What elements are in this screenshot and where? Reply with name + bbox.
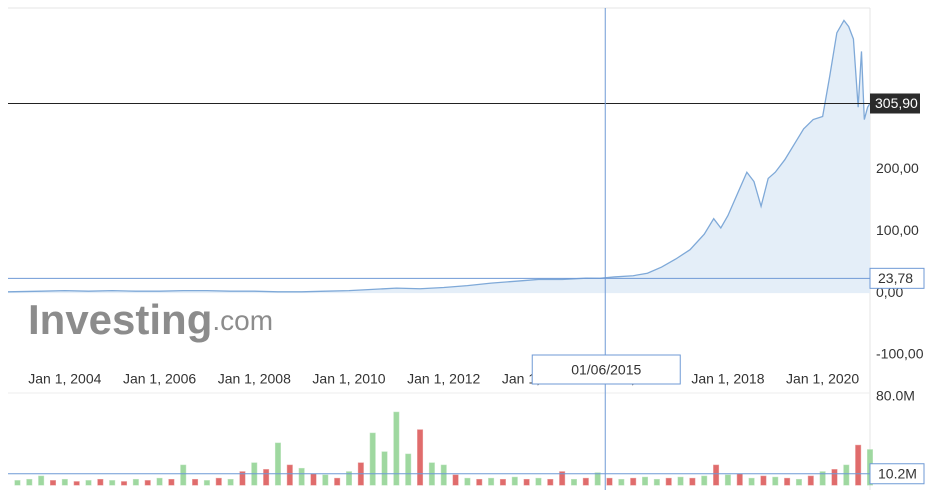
- volume-bar: [476, 478, 483, 486]
- volume-bar: [677, 476, 684, 486]
- volume-bar: [346, 471, 353, 486]
- last-price-label: 305,90: [875, 95, 918, 111]
- volume-bar: [570, 478, 577, 486]
- volume-bar: [535, 477, 542, 486]
- volume-bar: [156, 477, 163, 486]
- volume-bar: [203, 480, 210, 486]
- volume-bar: [38, 475, 45, 486]
- volume-bar: [855, 444, 862, 486]
- volume-tick-label: 80.0M: [876, 387, 915, 403]
- volume-bar: [772, 476, 779, 486]
- volume-bar: [26, 478, 33, 486]
- volume-bar: [452, 474, 459, 486]
- volume-bar: [109, 480, 116, 486]
- volume-bar: [724, 474, 731, 486]
- volume-bar: [642, 476, 649, 486]
- volume-bar: [85, 480, 92, 486]
- volume-level-box: [869, 463, 925, 485]
- volume-bar: [49, 480, 56, 486]
- crosshair-value-box: [869, 267, 925, 289]
- x-tick-label: Jan 1, 2008: [218, 371, 291, 387]
- volume-bar: [227, 478, 234, 486]
- volume-bar: [713, 464, 720, 486]
- x-tick-label: Jan 1, 2004: [28, 371, 101, 387]
- volume-bar: [689, 477, 696, 486]
- volume-bar: [795, 478, 802, 486]
- y-tick-label: 100,00: [876, 222, 919, 238]
- x-tick-label: Jan 1, 2018: [691, 371, 764, 387]
- volume-bar: [523, 478, 530, 486]
- crosshair-date-label: 01/06/2015: [571, 362, 641, 378]
- volume-bar: [168, 478, 175, 486]
- watermark-suffix: .com: [212, 305, 273, 336]
- volume-bar: [665, 477, 672, 486]
- volume-bar: [831, 469, 838, 486]
- volume-bar: [760, 475, 767, 486]
- volume-bar: [73, 481, 80, 486]
- volume-bar: [298, 467, 305, 486]
- volume-bar: [132, 478, 139, 486]
- volume-bar: [61, 478, 68, 486]
- x-tick-label: Jan 1, 2006: [123, 371, 196, 387]
- volume-bar: [369, 432, 376, 486]
- volume-bar: [440, 464, 447, 486]
- volume-bar: [784, 477, 791, 486]
- area-fill: [8, 20, 870, 294]
- y-tick-label: 200,00: [876, 160, 919, 176]
- volume-bar: [701, 475, 708, 486]
- volume-bar: [547, 478, 554, 486]
- volume-bar: [736, 473, 743, 486]
- volume-bar: [192, 478, 199, 486]
- price-line: [7, 19, 871, 293]
- volume-bar: [239, 471, 246, 486]
- watermark: Investing.com: [28, 296, 273, 343]
- volume-bar: [499, 478, 506, 486]
- volume-bar: [594, 472, 601, 486]
- volume-bar: [121, 481, 128, 486]
- volume-bar: [322, 474, 329, 486]
- volume-bar: [582, 477, 589, 486]
- last-price-box: [870, 93, 920, 114]
- crosshair-date-box: [531, 354, 681, 385]
- volume-bar: [14, 480, 21, 486]
- volume-bar: [286, 464, 293, 486]
- volume-bar: [393, 411, 400, 486]
- x-tick-label: Jan 1, 2010: [312, 371, 385, 387]
- crosshair-value-label: 23,78: [878, 270, 913, 286]
- watermark-brand: Investing: [28, 296, 212, 343]
- volume-bar: [559, 471, 566, 486]
- volume-bar: [274, 442, 281, 486]
- volume-bar: [263, 469, 270, 486]
- y-tick-label: -100,00: [876, 346, 924, 362]
- volume-level-label: 10.2M: [878, 465, 917, 481]
- volume-bar: [381, 451, 388, 486]
- volume-bar: [819, 471, 826, 486]
- volume-bar: [630, 477, 637, 486]
- volume-bar: [97, 478, 104, 486]
- volume-bar: [180, 464, 187, 486]
- volume-bar: [618, 478, 625, 486]
- volume-bar: [653, 478, 660, 486]
- x-tick-label: Jan 1, 2012: [407, 371, 480, 387]
- x-tick-label: Jan 1, 2020: [786, 371, 859, 387]
- volume-bar: [310, 473, 317, 486]
- volume-bar: [511, 476, 518, 486]
- volume-bar: [144, 480, 151, 486]
- volume-bar: [807, 475, 814, 486]
- volume-bar: [488, 477, 495, 486]
- volume-bar: [215, 477, 222, 486]
- volume-bar: [334, 477, 341, 486]
- volume-bar: [417, 429, 424, 486]
- volume-bar: [843, 464, 850, 486]
- volume-bar: [748, 477, 755, 486]
- volume-bar: [464, 477, 471, 486]
- volume-bar: [606, 477, 613, 486]
- volume-bar: [405, 453, 412, 486]
